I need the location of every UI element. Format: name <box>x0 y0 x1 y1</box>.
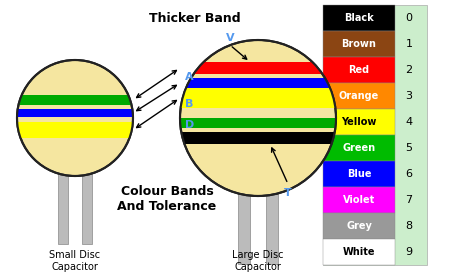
Bar <box>238 194 250 264</box>
Text: 2: 2 <box>405 65 413 75</box>
Text: Red: Red <box>349 65 369 75</box>
Bar <box>323 57 395 83</box>
Text: 8: 8 <box>405 221 413 231</box>
Text: 3: 3 <box>405 91 413 101</box>
Bar <box>323 31 395 57</box>
Bar <box>180 88 336 108</box>
Bar <box>180 62 336 74</box>
Bar <box>17 109 133 117</box>
Text: Brown: Brown <box>342 39 376 49</box>
Bar <box>82 174 92 244</box>
Text: 6: 6 <box>405 169 413 179</box>
Text: Yellow: Yellow <box>341 117 377 127</box>
Text: 1: 1 <box>405 39 413 49</box>
Text: 7: 7 <box>405 195 413 205</box>
Circle shape <box>17 60 133 176</box>
Bar <box>323 239 395 265</box>
Bar <box>323 135 395 161</box>
Text: Orange: Orange <box>339 91 379 101</box>
Bar <box>180 132 336 144</box>
Text: V: V <box>226 33 234 43</box>
Text: Colour Bands
And Tolerance: Colour Bands And Tolerance <box>117 185 217 213</box>
Text: T: T <box>284 188 292 198</box>
Text: 4: 4 <box>405 117 413 127</box>
Text: Green: Green <box>343 143 375 153</box>
Bar <box>17 122 133 138</box>
Bar <box>17 95 133 105</box>
Text: A: A <box>185 72 194 82</box>
Text: White: White <box>343 247 375 257</box>
Bar <box>266 194 278 264</box>
Text: Thicker Band: Thicker Band <box>149 12 241 25</box>
Bar <box>323 213 395 239</box>
Bar <box>180 78 336 88</box>
Bar <box>58 174 68 244</box>
Text: 9: 9 <box>405 247 413 257</box>
Text: D: D <box>185 120 194 130</box>
Bar <box>323 109 395 135</box>
Text: 0: 0 <box>405 13 413 23</box>
Bar <box>323 83 395 109</box>
Text: Black: Black <box>344 13 374 23</box>
Bar <box>180 118 336 128</box>
Text: Violet: Violet <box>343 195 375 205</box>
Text: Grey: Grey <box>346 221 372 231</box>
Text: Large Disc
Capacitor: Large Disc Capacitor <box>232 250 284 272</box>
Bar <box>323 5 427 265</box>
Text: 5: 5 <box>405 143 413 153</box>
Text: Small Disc
Capacitor: Small Disc Capacitor <box>50 250 101 272</box>
Text: Blue: Blue <box>347 169 371 179</box>
Bar <box>323 187 395 213</box>
Bar <box>323 161 395 187</box>
Bar <box>323 5 395 31</box>
Text: B: B <box>185 99 193 109</box>
Circle shape <box>180 40 336 196</box>
